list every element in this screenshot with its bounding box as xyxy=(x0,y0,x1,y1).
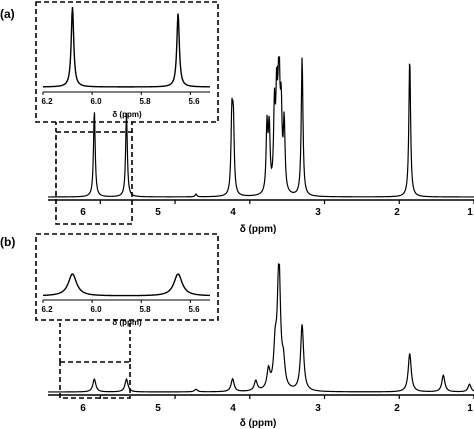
panel-b-inset-frame xyxy=(35,233,219,321)
panel-b-ticks xyxy=(99,395,474,399)
panel-a-spectrum-line xyxy=(48,56,474,198)
panel-a-tick-4: 4 xyxy=(230,207,236,218)
panel-a-inset-spectrum-line xyxy=(43,6,211,88)
panel-a-zoom-box xyxy=(55,131,133,225)
panel-b-inset-ticks xyxy=(42,300,191,303)
panel-b-spectrum-line xyxy=(48,263,474,393)
panel-a-ticks xyxy=(99,200,474,204)
panel-a-tick-6: 6 xyxy=(80,207,86,218)
panel-b: (b) 6.2 6.0 5.8 5.6 δ (ppm) 6 5 4 3 2 1 … xyxy=(0,233,474,429)
panel-b-tick-6: 6 xyxy=(80,403,86,414)
panel-b-x-axis-title: δ (ppm) xyxy=(240,418,277,429)
panel-b-tick-4: 4 xyxy=(230,403,236,414)
panel-a-x-axis-title: δ (ppm) xyxy=(240,224,277,235)
panel-a-inset-tick-5.8: 5.8 xyxy=(139,97,151,106)
panel-a-label: (a) xyxy=(0,7,15,21)
panel-a-inset-tick-6.2: 6.2 xyxy=(41,97,53,106)
panel-a-tick-5: 5 xyxy=(155,207,161,218)
panel-b-inset-tick-5.8: 5.8 xyxy=(139,305,151,314)
panel-b-tick-5: 5 xyxy=(155,403,161,414)
panel-b-tick-2: 2 xyxy=(394,403,400,414)
panel-b-zoom-box xyxy=(59,361,131,399)
panel-b-inset-spectrum-line xyxy=(42,273,211,297)
panel-b-inset-x-axis-title: δ (ppm) xyxy=(112,318,142,327)
panel-a-inset-ticks xyxy=(42,92,191,95)
panel-b-tick-3: 3 xyxy=(315,403,321,414)
panel-a-tick-2: 2 xyxy=(394,207,400,218)
panel-a-inset-x-axis-title: δ (ppm) xyxy=(112,110,142,119)
panel-b-label: (b) xyxy=(0,235,15,249)
panel-b-inset-tick-6.2: 6.2 xyxy=(41,305,53,314)
panel-a-inset-tick-5.6: 5.6 xyxy=(188,97,200,106)
panel-a: (a) 6.2 6.0 5.8 5.6 δ (ppm) 6 5 4 3 2 1 … xyxy=(0,1,474,235)
panel-a-tick-3: 3 xyxy=(315,207,321,218)
panel-a-tick-1: 1 xyxy=(467,207,473,218)
panel-a-inset-tick-6.0: 6.0 xyxy=(90,97,102,106)
panel-b-inset-tick-5.6: 5.6 xyxy=(188,305,200,314)
panel-b-inset-tick-6.0: 6.0 xyxy=(90,305,102,314)
panel-b-tick-1: 1 xyxy=(467,403,473,414)
